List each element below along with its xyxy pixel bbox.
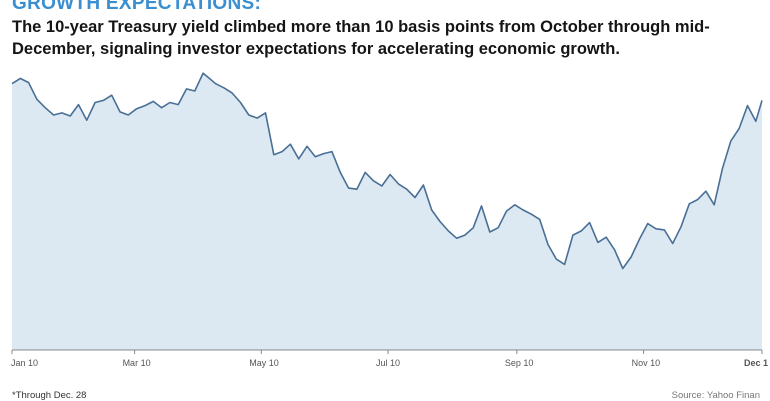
chart-subtitle: The 10-year Treasury yield climbed more … [12,18,710,58]
x-tick-label: Jan 10 [11,358,38,368]
chart-title: GROWTH EXPECTATIONS: [12,0,262,14]
x-tick-label: Dec 1 [744,358,768,368]
x-tick-label: Jul 10 [376,358,400,368]
x-axis-ticks: Jan 10 Mar 10 May 10 Jul 10 Sep 10 Nov 10 Dec … [11,350,768,368]
x-tick-label: Nov 10 [632,358,661,368]
x-tick-label: May 10 [249,358,279,368]
x-tick-label: Mar 10 [123,358,151,368]
x-tick-label: Sep 10 [505,358,534,368]
series-line [11,72,763,270]
footnote: *Through Dec. 28 [12,390,87,401]
source-credit: Source: Yahoo Finan [671,390,760,401]
area-fill [12,73,762,350]
